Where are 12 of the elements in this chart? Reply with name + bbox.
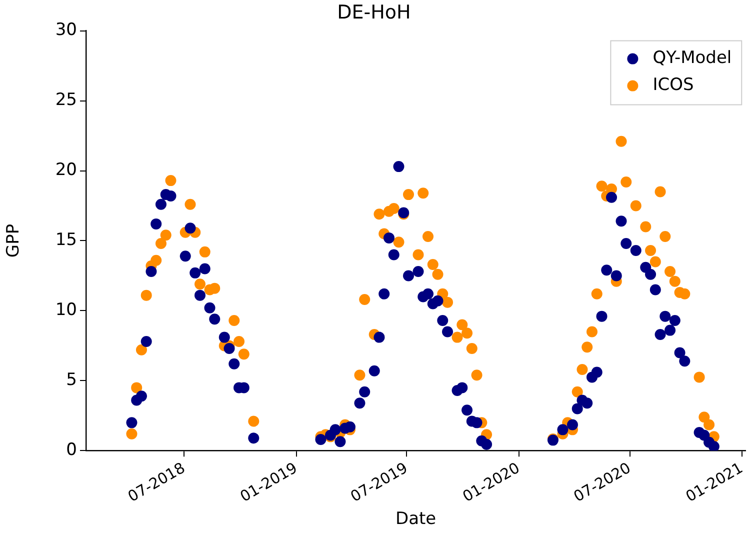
y-tick-label: 5 — [66, 370, 77, 390]
legend-label: ICOS — [652, 75, 694, 96]
y-tick-label: 0 — [66, 440, 77, 460]
y-tick-label: 30 — [55, 20, 77, 40]
chart-title: DE-HoH — [337, 1, 411, 24]
y-axis-title: GPP — [4, 224, 24, 258]
y-tick-label: 15 — [55, 230, 77, 250]
y-tick-label: 25 — [55, 90, 77, 110]
x-axis-title: Date — [395, 509, 436, 530]
legend-label: QY-Model — [652, 48, 732, 68]
y-tick-label: 20 — [55, 160, 77, 180]
y-tick-label: 10 — [55, 300, 77, 320]
